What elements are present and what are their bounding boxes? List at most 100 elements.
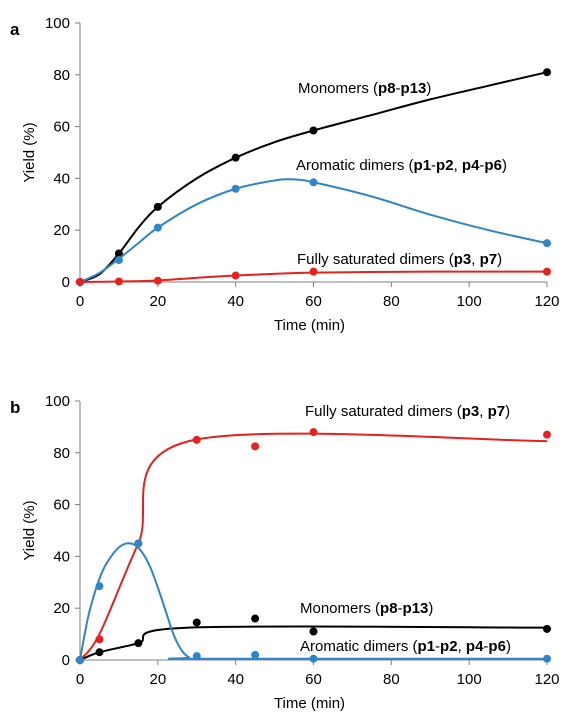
series-label-part: Aromatic dimers (: [300, 638, 418, 655]
series-label-part: Aromatic dimers (: [296, 157, 414, 174]
data-point: [543, 267, 551, 276]
series-label-part: -: [398, 600, 403, 617]
series-label-part: p3: [454, 251, 472, 268]
data-point: [76, 656, 84, 664]
series-label-part: p6: [484, 157, 502, 174]
series-2: Aromatic dimers (p1-p2, p4-p6): [76, 539, 551, 664]
data-point: [309, 267, 318, 276]
series-label-part: ,: [471, 251, 479, 268]
series-0: Fully saturated dimers (p3, p7): [76, 403, 551, 664]
data-point: [192, 435, 201, 444]
series-label-part: p8: [378, 80, 396, 97]
data-point: [76, 278, 84, 286]
series-label-part: ): [497, 251, 502, 268]
series-label-part: p1: [414, 157, 432, 174]
x-tick-label: 120: [534, 671, 559, 688]
x-tick-label: 40: [227, 671, 244, 688]
y-tick-label: 60: [53, 119, 70, 136]
series-label: Fully saturated dimers (p3, p7): [305, 403, 510, 420]
series-label-part: -: [479, 157, 484, 174]
data-point: [543, 68, 551, 77]
data-point: [95, 635, 104, 644]
y-tick-label: 20: [53, 600, 70, 617]
series-label-part: -: [435, 638, 440, 655]
y-tick-label: 40: [53, 548, 70, 565]
y-tick-label: 0: [62, 652, 70, 669]
series-label-part: p7: [480, 251, 498, 268]
series-label-part: ): [505, 403, 510, 420]
panel-a: a 0 20 40 60 80 100 0 20 40 60 80 100 120 Time (min) Yi…: [10, 15, 560, 334]
data-point: [153, 223, 162, 232]
data-point: [543, 239, 551, 248]
x-tick-label: 80: [383, 671, 400, 688]
data-point: [134, 539, 143, 548]
series-label-part: ,: [454, 157, 462, 174]
data-point: [231, 271, 240, 280]
panel-letter: a: [10, 20, 20, 39]
data-point: [251, 650, 260, 659]
data-point: [543, 624, 551, 633]
data-point: [251, 614, 260, 623]
x-tick-label: 0: [76, 293, 84, 310]
panel-b: b 0 20 40 60 80 100 0 20 40 60 80 100 120 Time (min) Yi…: [10, 393, 560, 712]
data-point: [309, 178, 318, 187]
y-axis-title: Yield (%): [21, 500, 38, 560]
series-label-part: p2: [440, 638, 458, 655]
series-label-part: ): [502, 157, 507, 174]
data-point: [114, 277, 123, 286]
series-label-part: p13: [401, 80, 427, 97]
y-tick-label: 0: [62, 274, 70, 291]
x-tick-label: 20: [149, 293, 166, 310]
x-tick-label: 120: [534, 293, 559, 310]
data-point: [114, 255, 123, 264]
series-label-part: p13: [403, 600, 429, 617]
series-label: Aromatic dimers (p1-p2, p4-p6): [296, 157, 507, 174]
x-tick-label: 60: [305, 293, 322, 310]
series-label-part: ): [426, 80, 431, 97]
series-label-part: p4: [462, 157, 480, 174]
x-tick-label: 0: [76, 671, 84, 688]
data-point: [231, 153, 240, 162]
y-tick-label: 80: [53, 445, 70, 462]
series-label-part: p4: [466, 638, 484, 655]
series-line: [79, 542, 548, 661]
series-line: [79, 432, 548, 661]
data-point: [309, 654, 318, 663]
data-point: [192, 618, 201, 627]
series-label-part: Fully saturated dimers (: [305, 403, 462, 420]
x-tick-label: 60: [305, 671, 322, 688]
y-tick-label: 40: [53, 170, 70, 187]
data-point: [153, 202, 162, 211]
data-point: [114, 249, 123, 258]
x-tick-label: 100: [457, 293, 482, 310]
x-axis-title: Time (min): [274, 695, 345, 712]
series-label-part: ,: [479, 403, 487, 420]
x-tick-label: 80: [383, 293, 400, 310]
series-label-part: -: [483, 638, 488, 655]
data-point: [309, 627, 318, 636]
series-label-part: p1: [418, 638, 436, 655]
series-label-part: ): [428, 600, 433, 617]
x-tick-label: 40: [227, 293, 244, 310]
y-tick-label: 80: [53, 67, 70, 84]
series-label-part: ): [506, 638, 511, 655]
data-point: [95, 582, 104, 591]
series-label-part: ,: [458, 638, 466, 655]
data-point: [251, 442, 260, 451]
series-label-part: p3: [462, 403, 480, 420]
series-2: Fully saturated dimers (p3, p7): [76, 251, 551, 286]
data-point: [309, 126, 318, 135]
series-0: Monomers (p8-p13): [76, 68, 551, 286]
data-point: [543, 654, 551, 663]
y-tick-label: 100: [45, 15, 70, 32]
series-label-part: Monomers (: [300, 600, 380, 617]
series-label-part: -: [396, 80, 401, 97]
data-point: [309, 428, 318, 437]
series-label: Aromatic dimers (p1-p2, p4-p6): [300, 638, 511, 655]
x-tick-label: 100: [457, 671, 482, 688]
series-label: Monomers (p8-p13): [298, 80, 431, 97]
series-label-part: Fully saturated dimers (: [297, 251, 454, 268]
series-label: Fully saturated dimers (p3, p7): [297, 251, 502, 268]
panel-letter: b: [10, 398, 20, 417]
